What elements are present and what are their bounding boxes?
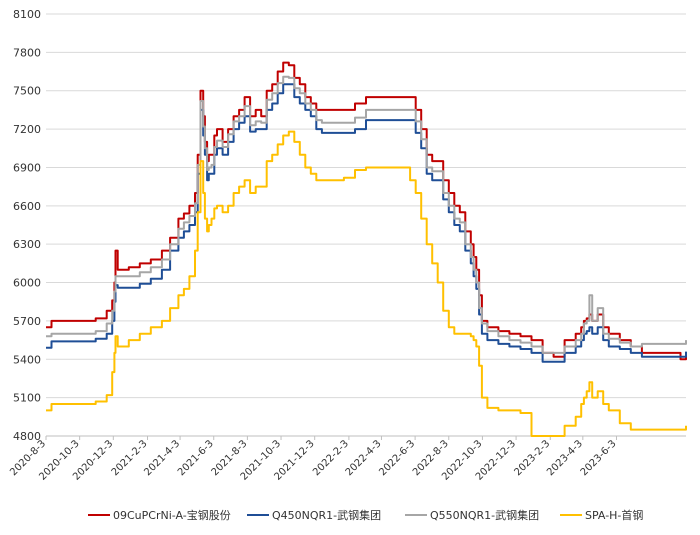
y-tick-label: 5100 <box>13 392 41 405</box>
y-axis: 4800 5100 5400 5700 6000 6300 6600 6900 7200 7500… <box>13 8 41 443</box>
y-tick-label: 6000 <box>13 277 41 290</box>
legend-item: Q550NQR1-武钢集团 <box>405 508 539 522</box>
legend-item: SPA-H-首钢 <box>560 508 643 522</box>
x-tick-label: 2022-4-3 <box>344 438 384 478</box>
legend: 09CuPCrNi-A-宝钢股份 Q450NQR1-武钢集团 Q550NQR1-… <box>88 508 643 522</box>
series-line <box>46 83 687 363</box>
y-tick-label: 4800 <box>13 430 41 443</box>
y-tick-label: 6300 <box>13 238 41 251</box>
x-tick-label: 2022-6-3 <box>377 438 417 478</box>
legend-label: 09CuPCrNi-A-宝钢股份 <box>113 508 231 522</box>
y-tick-label: 7800 <box>13 46 41 59</box>
x-tick-label: 2021-6-3 <box>176 438 216 478</box>
legend-item: 09CuPCrNi-A-宝钢股份 <box>88 508 231 522</box>
plot-area <box>46 61 687 437</box>
y-tick-label: 7200 <box>13 123 41 136</box>
legend-item: Q450NQR1-武钢集团 <box>247 508 381 522</box>
legend-label: SPA-H-首钢 <box>585 508 643 522</box>
gridlines <box>46 13 686 437</box>
y-tick-label: 5700 <box>13 315 41 328</box>
x-tick-label: 2023-6-3 <box>579 438 619 478</box>
legend-label: Q550NQR1-武钢集团 <box>430 508 539 522</box>
x-axis: 2020-8-32020-10-32020-12-32021-2-32021-4… <box>8 435 686 483</box>
x-tick-label: 2021-4-3 <box>142 438 182 478</box>
series-line <box>46 75 687 354</box>
series-line <box>46 61 687 361</box>
y-tick-label: 8100 <box>13 8 41 21</box>
legend-label: Q450NQR1-武钢集团 <box>272 508 381 522</box>
y-tick-label: 6900 <box>13 161 41 174</box>
x-tick-label: 2023-4-3 <box>545 438 585 478</box>
y-tick-label: 7500 <box>13 85 41 98</box>
y-tick-label: 6600 <box>13 200 41 213</box>
series-line <box>46 130 687 437</box>
y-tick-label: 5400 <box>13 353 41 366</box>
